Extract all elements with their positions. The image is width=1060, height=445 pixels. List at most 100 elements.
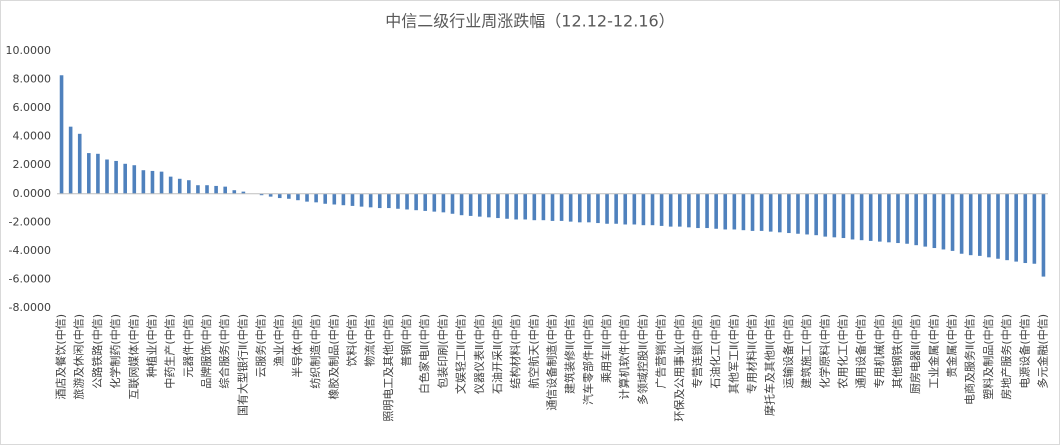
- bar: [459, 193, 464, 216]
- bar: [814, 193, 818, 236]
- bar: [241, 191, 246, 194]
- x-tick-label: 化学制药(中信): [108, 314, 122, 389]
- x-tick-label: 贵金属(中信): [945, 314, 959, 378]
- x-tick-label: 旅游及休闲(中信): [72, 314, 86, 400]
- x-tick-label: 元器件(中信): [182, 314, 195, 378]
- x-tick-label: 包装印刷(中信): [436, 314, 449, 389]
- x-tick-label: 航空航天(中信): [526, 314, 540, 389]
- bar: [959, 193, 964, 254]
- y-tick-label: 10.0000: [6, 44, 52, 57]
- y-tick-label: 2.0000: [13, 158, 52, 171]
- bar: [268, 193, 273, 197]
- x-tick-label: 建筑施工(中信): [799, 314, 813, 389]
- bar: [632, 193, 637, 225]
- bar: [514, 193, 518, 220]
- bar: [777, 193, 782, 233]
- bar: [577, 193, 582, 223]
- bar: [1014, 193, 1018, 262]
- x-tick-label: 化学原料(中信): [817, 314, 831, 389]
- x-tick-label: 摩托车及其他Ⅱ(中信): [763, 314, 777, 416]
- bar: [723, 193, 728, 230]
- bar: [341, 193, 346, 206]
- x-tick-label: 专用机械(中信): [872, 314, 886, 389]
- x-tick-label: 农用化工(中信): [835, 314, 849, 389]
- bar: [350, 193, 355, 206]
- y-tick-label: 4.0000: [13, 130, 52, 143]
- bar: [541, 193, 546, 221]
- bar: [1023, 193, 1028, 264]
- x-tick-label: 环保及公用事业(中信): [672, 314, 686, 422]
- bar: [823, 193, 828, 237]
- bar: [205, 185, 209, 194]
- x-tick-label: 半导体(中信): [290, 314, 304, 378]
- bar: [87, 153, 91, 194]
- x-tick-label: 仪器仪表Ⅱ(中信): [472, 314, 486, 394]
- bar: [532, 193, 537, 221]
- bar: [868, 193, 873, 241]
- x-tick-label: 专用材料Ⅱ(中信): [745, 314, 759, 394]
- bar: [59, 75, 64, 194]
- bar: [523, 193, 528, 220]
- y-tick-label: -6.0000: [9, 272, 51, 285]
- x-tick-label: 其他军工Ⅱ(中信): [727, 314, 740, 394]
- x-tick-label: 互联网媒体(中信): [126, 314, 140, 400]
- x-tick-label: 房地产服务(中信): [999, 314, 1013, 400]
- x-tick-label: 酒店及餐饮(中信): [54, 314, 68, 400]
- x-tick-label: 饮料(中信): [344, 314, 358, 367]
- x-tick-label: 物流(中信): [363, 314, 377, 367]
- y-tick-label: 0.0000: [13, 187, 52, 200]
- bar: [668, 193, 673, 227]
- x-tick-label: 文娱轻工Ⅱ(中信): [454, 314, 468, 394]
- bar: [850, 193, 855, 240]
- bar: [859, 193, 864, 241]
- bar: [605, 193, 609, 224]
- x-tick-label: 云服务(中信): [255, 314, 268, 378]
- bar: [96, 153, 100, 194]
- bar: [687, 193, 691, 228]
- bar: [487, 193, 491, 218]
- x-tick-label: 纺织制造(中信): [308, 314, 322, 389]
- bar: [277, 193, 282, 199]
- bar: [332, 193, 337, 205]
- y-tick-label: -4.0000: [9, 244, 51, 257]
- bar: [887, 193, 891, 243]
- x-tick-label: 汽车零部件Ⅱ(中信): [581, 314, 595, 405]
- x-tick-label: 计算机软件(中信): [617, 314, 631, 400]
- bar: [68, 126, 73, 194]
- bar: [987, 193, 991, 258]
- x-tick-label: 专营连锁(中信): [690, 314, 704, 389]
- bar: [596, 193, 600, 224]
- bar: [396, 193, 400, 209]
- x-tick-label: 电商及服务Ⅱ(中信): [963, 314, 977, 405]
- bar: [441, 193, 446, 213]
- bar: [732, 193, 737, 230]
- x-tick-label: 电源设备(中信): [1017, 314, 1031, 389]
- x-tick-label: 渔业(中信): [273, 314, 286, 367]
- chart-title: 中信二级行业周涨跌幅（12.12-12.16）: [385, 12, 674, 31]
- bar: [623, 193, 628, 225]
- x-tick-label: 品牌服饰(中信): [199, 314, 213, 389]
- y-tick-label: 8.0000: [13, 73, 52, 86]
- bar: [232, 190, 237, 194]
- bar: [305, 193, 309, 202]
- bar: [477, 193, 482, 217]
- x-tick-label: 橡胶及制品(中信): [326, 314, 340, 400]
- bar: [196, 185, 200, 194]
- bar: [287, 193, 291, 199]
- bar: [587, 193, 591, 223]
- bar: [468, 193, 473, 216]
- x-tick-label: 国有大型银行Ⅱ(中信): [235, 314, 249, 416]
- bar: [105, 159, 109, 194]
- bar: [878, 193, 882, 242]
- bar: [1032, 193, 1037, 264]
- bar: [432, 193, 437, 212]
- bar: [450, 193, 455, 214]
- bar: [841, 193, 846, 239]
- x-tick-label: 普钢(中信): [399, 314, 413, 367]
- bar: [387, 193, 391, 209]
- bar: [950, 193, 955, 251]
- bar: [505, 193, 509, 219]
- bar: [177, 178, 182, 194]
